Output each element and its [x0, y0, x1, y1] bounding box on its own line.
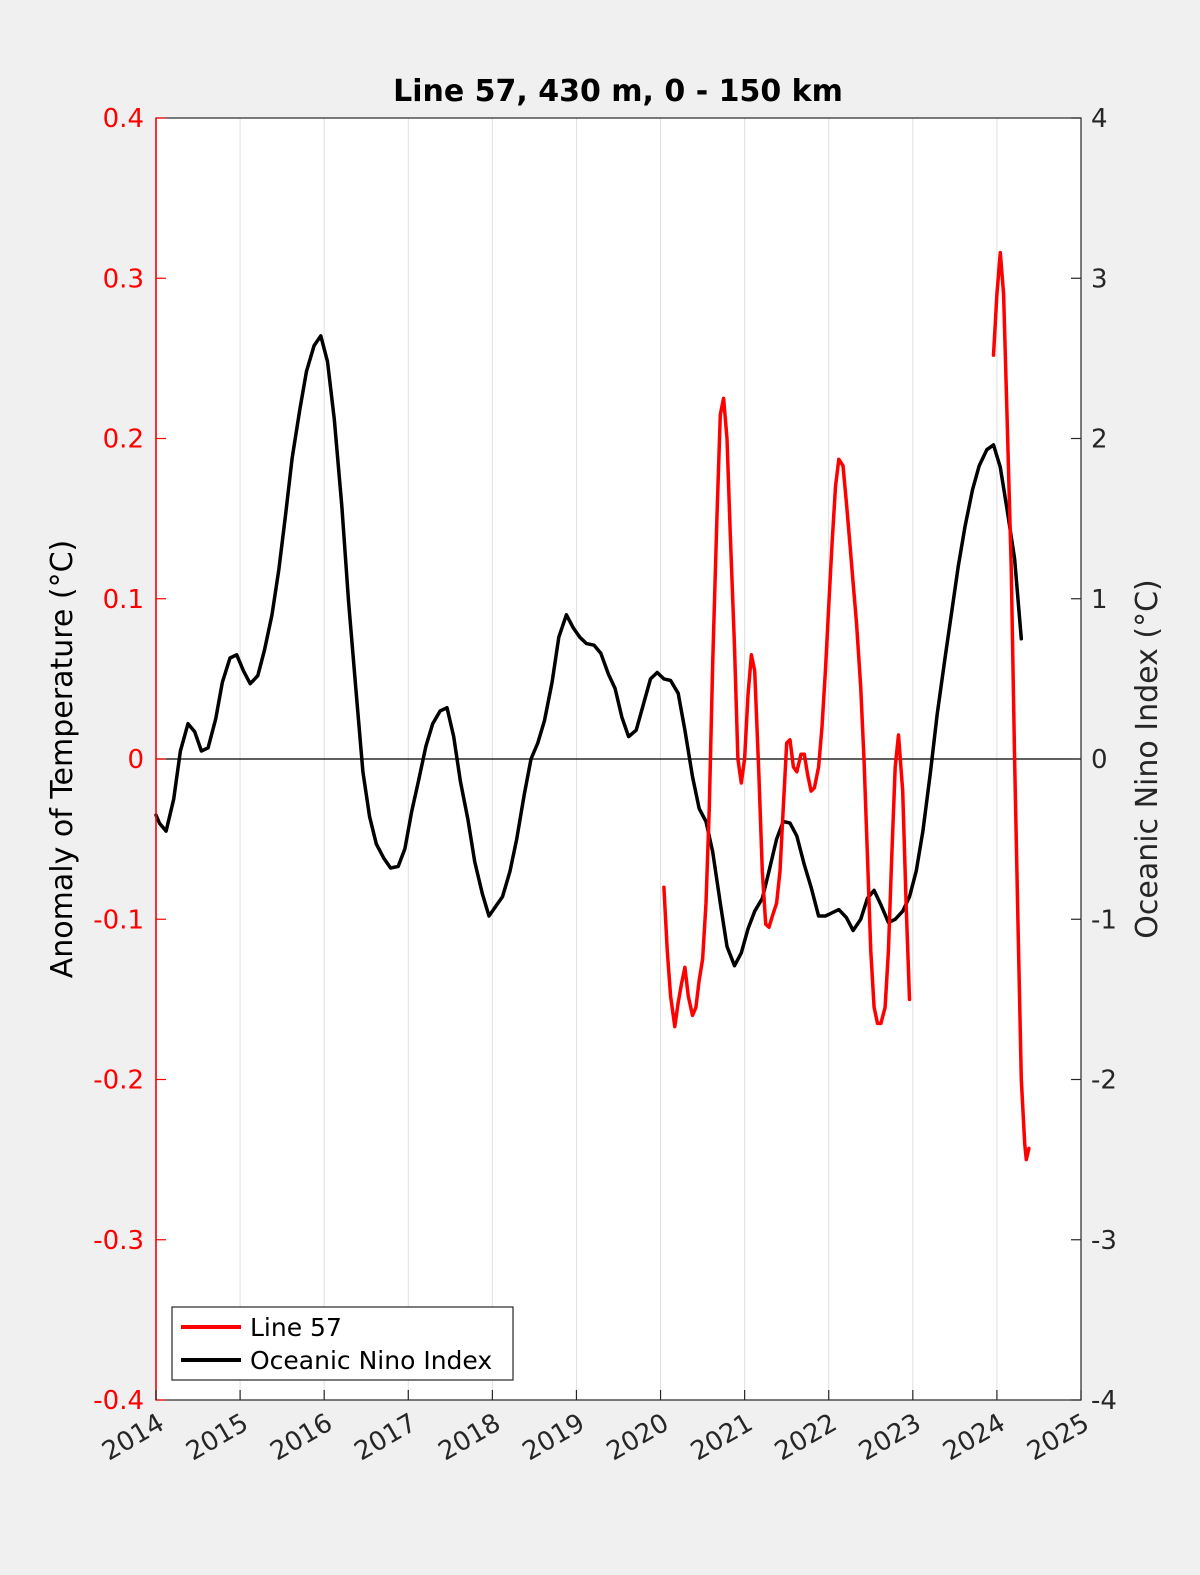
left-tick-label: -0.3: [93, 1226, 144, 1256]
x-tick-label: 2024: [938, 1408, 1010, 1467]
right-tick-label: 0: [1091, 745, 1108, 775]
right-tick-label: -1: [1091, 905, 1117, 935]
legend-label-oni: Oceanic Nino Index: [250, 1346, 492, 1375]
series-line-line-57-segment-2: [991, 250, 1031, 1162]
right-tick-label: 4: [1091, 104, 1108, 134]
right-tick-label: 3: [1091, 264, 1108, 294]
left-tick-label: -0.1: [93, 905, 144, 935]
series-line-line-57-segment-1: [662, 396, 912, 1029]
left-tick-label: 0.1: [103, 585, 144, 615]
right-tick-label: 1: [1091, 585, 1108, 615]
x-tick-label: 2016: [265, 1408, 337, 1467]
x-tick-label: 2023: [854, 1408, 926, 1467]
left-tick-label: 0.3: [103, 264, 144, 294]
series-line-oceanic-nino-index: [154, 334, 1024, 968]
x-tick-label: 2020: [602, 1408, 674, 1467]
legend-box: [171, 1306, 514, 1381]
right-axis-label: Oceanic Nino Index (°C): [1130, 579, 1165, 939]
left-tick-label: 0: [127, 745, 144, 775]
left-axis-ticks: 0.4 0.3 0.2 0.1 0 -0.1 -0.2 -0.3 -0.4: [93, 104, 166, 1416]
right-tick-label: -2: [1091, 1066, 1117, 1096]
x-tick-label: 2014: [97, 1408, 169, 1467]
right-axis-ticks: 4 3 2 1 0 -1 -2 -3 -4: [1071, 104, 1117, 1416]
left-tick-label: 0.2: [103, 425, 144, 455]
right-tick-label: 2: [1091, 425, 1108, 455]
left-axis-label: Anomaly of Temperature (°C): [45, 540, 80, 979]
right-tick-label: -3: [1091, 1226, 1117, 1256]
legend: Line 57 Oceanic Nino Index: [171, 1306, 514, 1381]
left-tick-label: 0.4: [103, 104, 144, 134]
x-axis-ticks: 2014 2015 2016 2017 2018 2019 2020 2021 2022 2023…: [97, 1390, 1095, 1467]
left-tick-label: -0.4: [93, 1386, 144, 1416]
legend-label-line-57: Line 57: [250, 1313, 342, 1342]
x-tick-label: 2015: [181, 1408, 253, 1467]
right-tick-label: -4: [1091, 1386, 1117, 1416]
series-layer: [154, 250, 1031, 1162]
x-tick-label: 2025: [1022, 1408, 1094, 1467]
x-tick-label: 2022: [770, 1408, 842, 1467]
x-tick-label: 2019: [518, 1408, 590, 1467]
left-tick-label: -0.2: [93, 1066, 144, 1096]
x-tick-label: 2018: [434, 1408, 506, 1467]
x-tick-label: 2017: [349, 1408, 421, 1467]
x-tick-label: 2021: [686, 1408, 758, 1467]
chart-title: Line 57, 430 m, 0 - 150 km: [393, 74, 843, 109]
